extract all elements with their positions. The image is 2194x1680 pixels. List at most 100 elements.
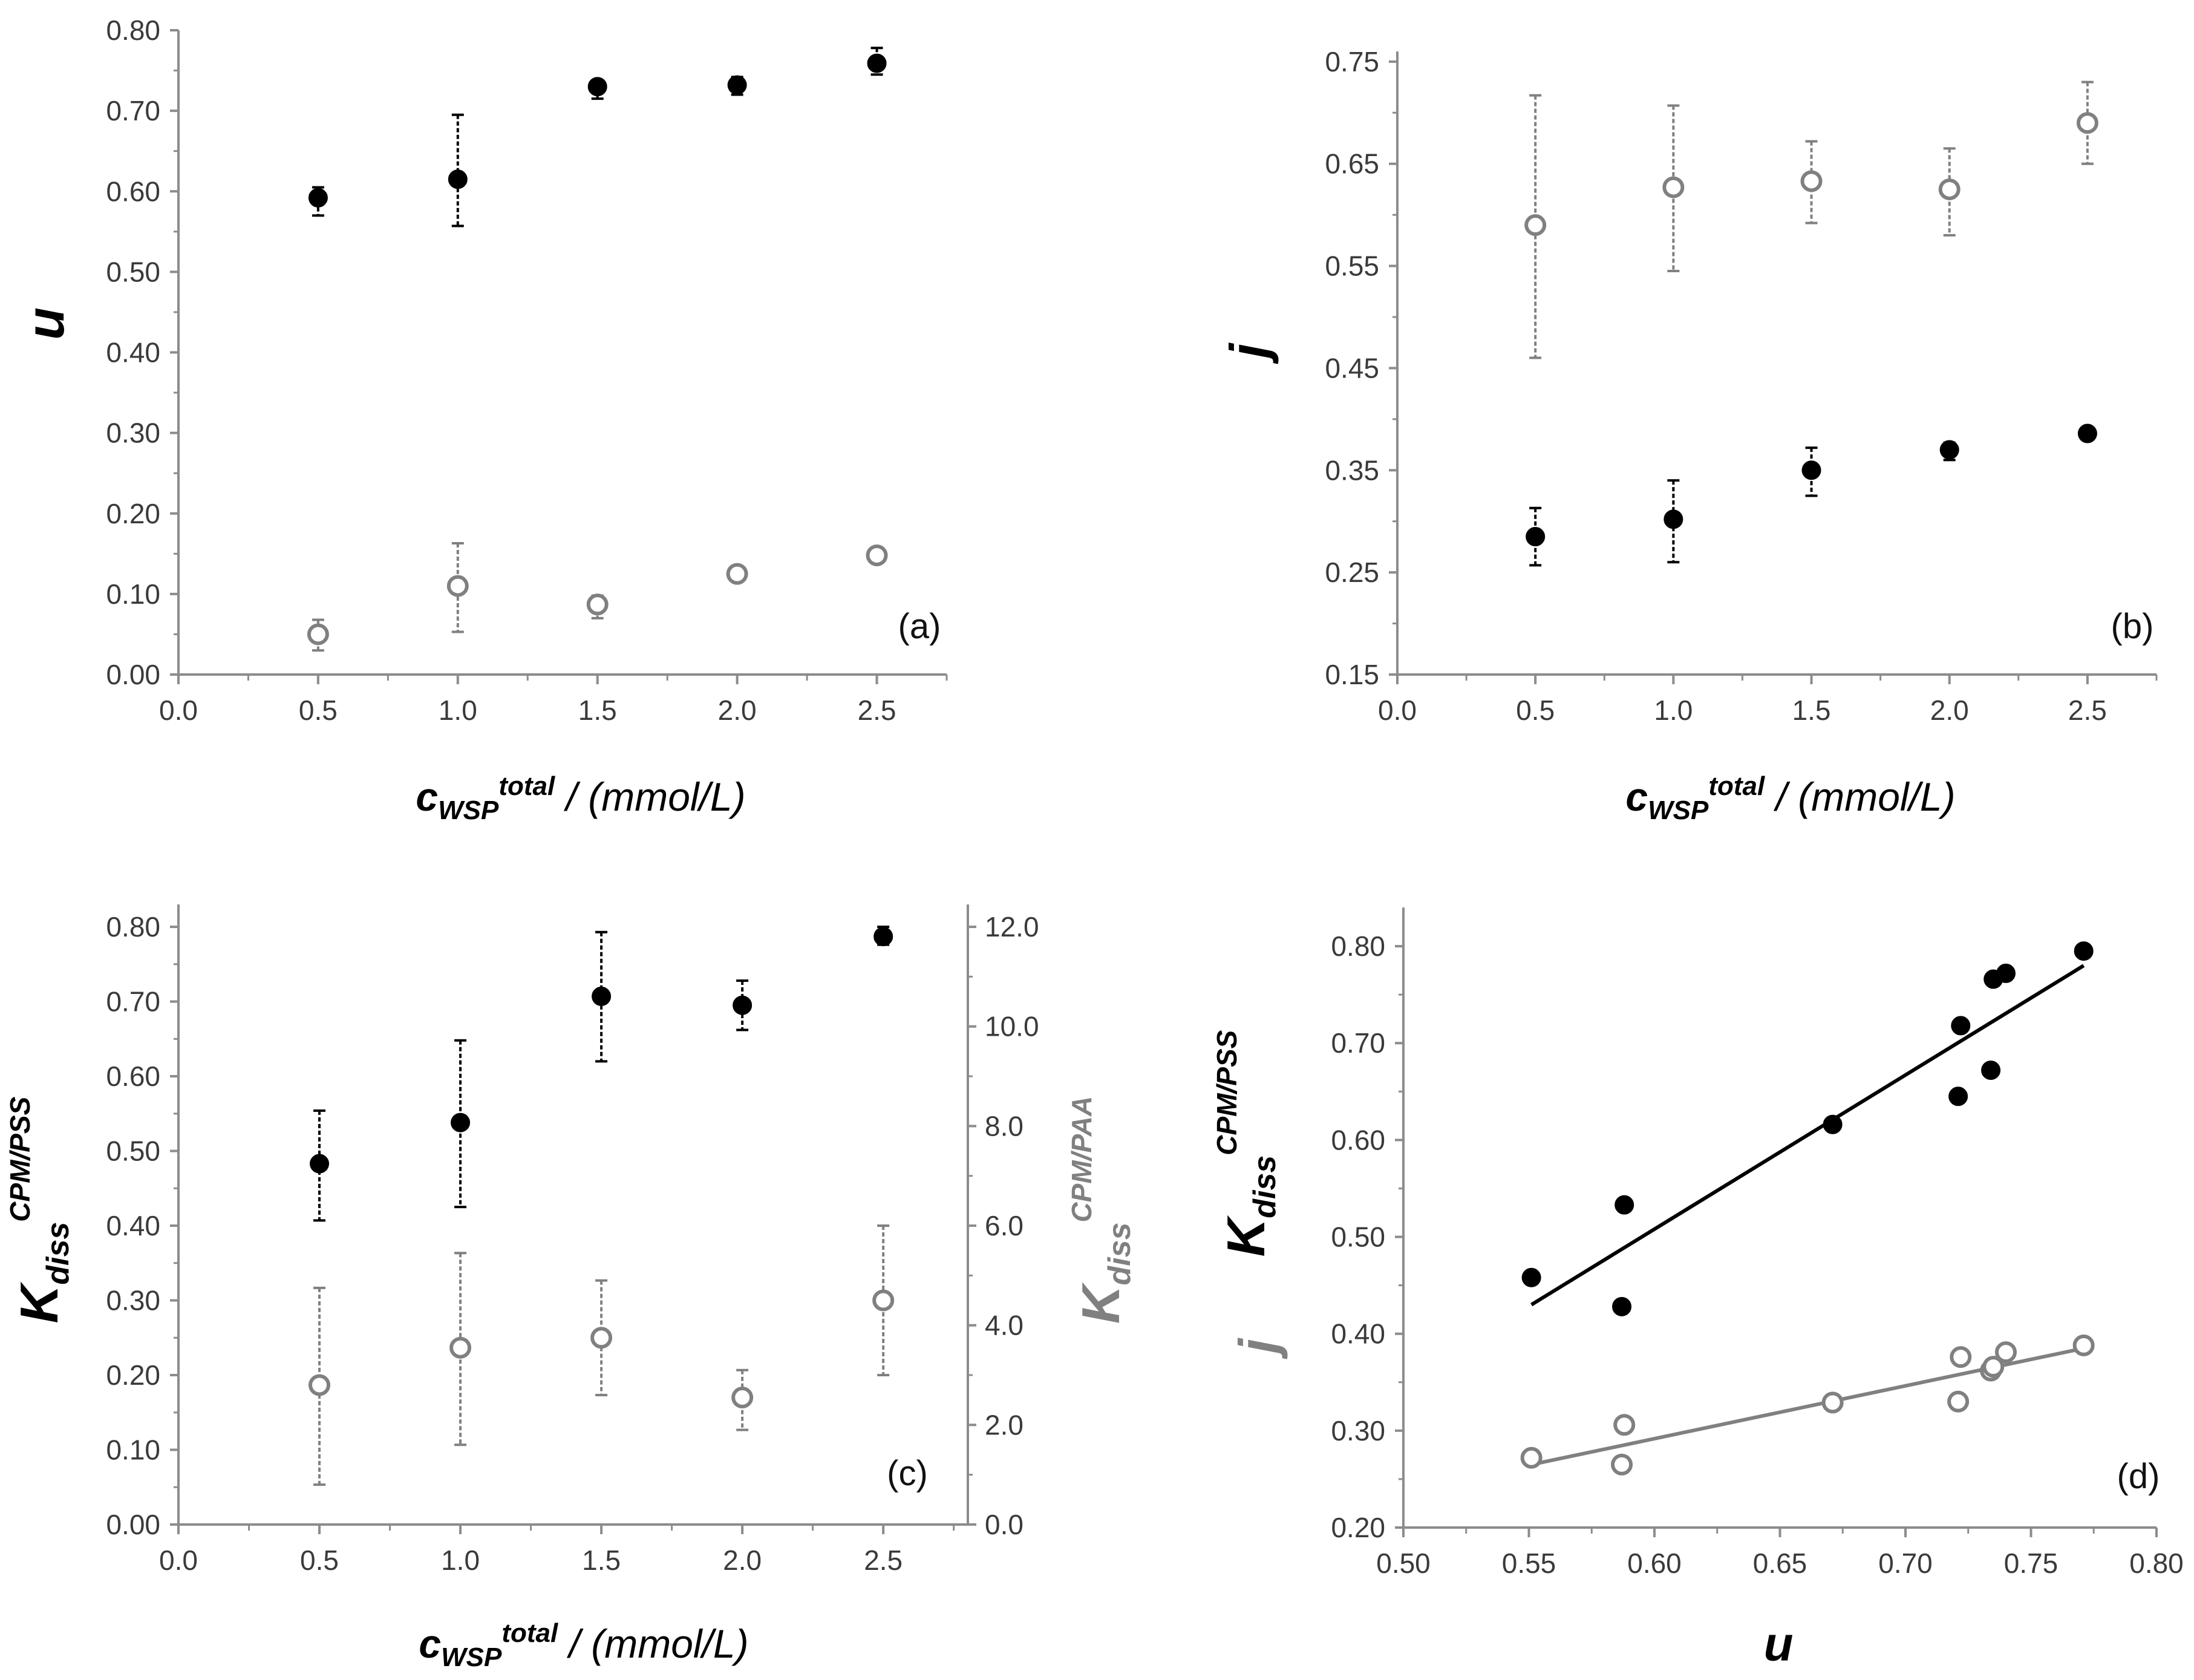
data-point-open (2072, 1334, 2095, 1356)
data-point-open (1662, 176, 1685, 198)
data-point-filled (1951, 1016, 1971, 1036)
panel-c-y-label: KdissCPM/PSS (4, 1096, 76, 1323)
panel-d-x-label: u (1764, 1617, 1794, 1671)
data-point-open (1950, 1346, 1972, 1368)
panel-b-y-label: j (1219, 342, 1279, 364)
data-point-filled (1614, 1195, 1634, 1215)
y2-tick-label: 0.0 (985, 1509, 1024, 1540)
x-tick-label: 1.5 (582, 1544, 621, 1576)
x-tick-label: 0.80 (2129, 1548, 2184, 1579)
x-tick-label: 1.5 (1792, 695, 1831, 726)
y-tick-label: 0.50 (106, 256, 160, 287)
data-point-open (1938, 178, 1961, 200)
y-tick-label: 0.15 (1325, 659, 1379, 690)
data-point-open (1611, 1453, 1633, 1476)
data-point-filled (867, 53, 887, 73)
x-tick-label: 1.0 (439, 695, 477, 726)
y-tick-label: 0.30 (106, 1285, 160, 1316)
x-tick-label: 1.0 (1654, 695, 1693, 726)
fit-line-filled (1530, 964, 2085, 1307)
x-tick-label: 0.75 (2004, 1548, 2059, 1579)
data-point-open (307, 623, 329, 646)
x-tick-label: 2.0 (723, 1544, 762, 1576)
x-tick-label: 0.60 (1627, 1548, 1682, 1579)
data-point-open (866, 544, 888, 566)
y-tick-label: 0.80 (1331, 930, 1385, 962)
data-point-filled (1948, 1087, 1968, 1106)
y-tick-label: 0.20 (1331, 1512, 1385, 1543)
data-point-open (1821, 1391, 1844, 1414)
x-tick-label: 0.65 (1753, 1548, 1807, 1579)
data-point-filled (1981, 1061, 2001, 1080)
y-tick-label: 0.20 (106, 1359, 160, 1391)
data-point-open (726, 563, 748, 585)
y-tick-label: 0.40 (106, 337, 160, 368)
data-point-filled (587, 77, 607, 97)
y2-tick-label: 2.0 (985, 1409, 1024, 1440)
data-point-filled (1801, 460, 1821, 480)
data-point-filled (1823, 1114, 1843, 1134)
y-tick-label: 0.20 (106, 498, 160, 529)
data-point-open (309, 1374, 331, 1396)
data-point-filled (308, 188, 328, 208)
data-point-open (1800, 170, 1823, 192)
data-point-filled (451, 1113, 471, 1133)
panel-a-label: (a) (898, 607, 941, 646)
y-tick-label: 0.70 (1331, 1027, 1385, 1059)
y2-tick-label: 12.0 (985, 911, 1039, 943)
y-tick-label: 0.00 (106, 1509, 160, 1540)
x-tick-label: 2.5 (858, 695, 896, 726)
data-point-filled (873, 927, 893, 947)
y-tick-label: 0.25 (1325, 557, 1379, 588)
y-tick-label: 0.60 (1331, 1124, 1385, 1155)
y2-tick-label: 6.0 (985, 1210, 1024, 1241)
y2-tick-label: 10.0 (985, 1011, 1039, 1042)
data-point-filled (2077, 423, 2097, 443)
data-point-filled (1939, 440, 1959, 460)
data-point-open (1947, 1390, 1970, 1413)
data-point-open (1982, 1356, 2005, 1378)
x-tick-label: 0.50 (1376, 1548, 1431, 1579)
y2-tick-label: 4.0 (985, 1310, 1024, 1341)
y-tick-label: 0.60 (106, 1061, 160, 1092)
panel-b-label: (b) (2111, 607, 2154, 646)
data-point-filled (727, 75, 747, 95)
y-tick-label: 0.55 (1325, 250, 1379, 282)
x-tick-label: 1.0 (441, 1544, 480, 1576)
panel-c-x-label: cWSPtotal / (mmol/L) (419, 1618, 748, 1672)
y2-tick-label: 8.0 (985, 1110, 1024, 1142)
x-tick-label: 1.5 (578, 695, 617, 726)
chart-panel-a: 0.00 0.10 0.20 0.30 0.40 0.50 0.60 0.70 0.80 0.0 0… (15, 15, 948, 825)
y-tick-label: 0.00 (106, 659, 160, 690)
y-tick-label: 0.30 (106, 417, 160, 449)
panel-a-y-label: u (15, 307, 75, 340)
data-point-filled (1526, 527, 1546, 547)
data-point-filled (733, 995, 753, 1015)
data-point-open (1520, 1446, 1543, 1469)
data-point-filled (2074, 941, 2094, 961)
y-tick-label: 0.10 (106, 578, 160, 610)
data-point-open (872, 1289, 895, 1312)
data-point-filled (448, 169, 468, 189)
data-point-open (2076, 112, 2098, 134)
x-tick-label: 0.55 (1502, 1548, 1556, 1579)
x-tick-label: 0.70 (1878, 1548, 1933, 1579)
data-point-open (731, 1387, 754, 1409)
data-point-open (586, 593, 609, 616)
y-tick-label: 0.40 (106, 1210, 160, 1241)
y-tick-label: 0.70 (106, 95, 160, 126)
x-tick-label: 2.0 (1930, 695, 1969, 726)
data-point-filled (1996, 963, 2016, 983)
panel-d-label: (d) (2117, 1457, 2160, 1496)
x-tick-label: 2.5 (2068, 695, 2107, 726)
x-tick-label: 2.0 (718, 695, 757, 726)
y-tick-label: 0.75 (1325, 46, 1379, 77)
y-tick-label: 0.50 (106, 1136, 160, 1167)
y-tick-label: 0.65 (1325, 148, 1379, 180)
data-point-open (449, 1336, 472, 1359)
chart-panel-d: 0.20 0.30 0.40 0.50 0.60 0.70 0.80 0.50 0.55 0.60… (1211, 907, 2184, 1671)
data-point-filled (1663, 509, 1683, 529)
y-tick-label: 0.80 (106, 15, 160, 46)
data-point-filled (310, 1154, 330, 1174)
